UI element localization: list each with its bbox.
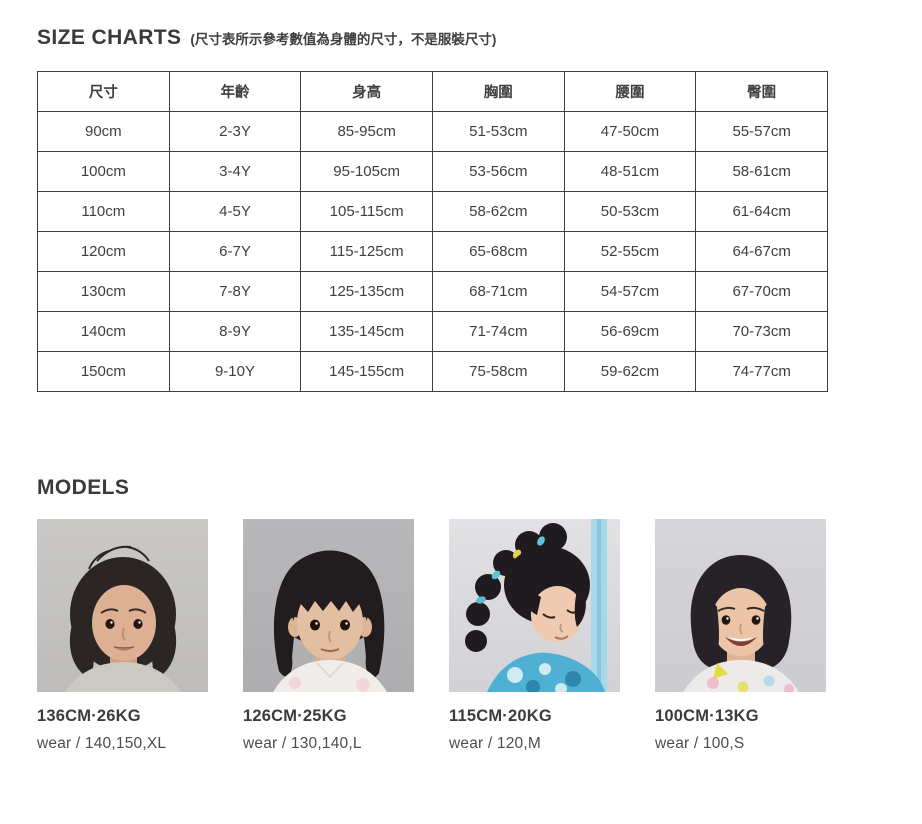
- table-cell: 48-51cm: [563, 151, 697, 192]
- table-row: 150cm 9-10Y 145-155cm 75-58cm 59-62cm 74-77cm: [37, 351, 828, 392]
- model-card-1: 136CM·26KG wear / 140,150,XL: [37, 519, 208, 753]
- table-cell: 56-69cm: [563, 311, 697, 352]
- table-cell: 4-5Y: [168, 191, 302, 232]
- table-cell: 120cm: [37, 231, 170, 272]
- model-spec: 100CM·13KG: [655, 707, 759, 725]
- table-cell: 53-56cm: [431, 151, 565, 192]
- model-spec: 136CM·26KG: [37, 707, 141, 725]
- table-cell: 6-7Y: [168, 231, 302, 272]
- table-cell: 95-105cm: [300, 151, 433, 192]
- table-cell: 9-10Y: [168, 351, 302, 392]
- table-cell: 55-57cm: [695, 111, 828, 152]
- model-photo-4: [655, 519, 826, 692]
- model-wear: wear / 130,140,L: [243, 735, 362, 752]
- table-row: 90cm 2-3Y 85-95cm 51-53cm 47-50cm 55-57cm: [37, 111, 828, 152]
- table-cell: 52-55cm: [563, 231, 697, 272]
- size-charts-subtitle: (尺寸表所示參考數值為身體的尺寸，不是服裝尺寸): [190, 32, 497, 47]
- table-row: 100cm 3-4Y 95-105cm 53-56cm 48-51cm 58-61cm: [37, 151, 828, 192]
- size-chart-table-body: 90cm 2-3Y 85-95cm 51-53cm 47-50cm 55-57cm 100c…: [37, 111, 828, 392]
- model-card-4: 100CM·13KG wear / 100,S: [655, 519, 826, 753]
- size-chart-table: 尺寸 年齡 身高 胸圍 腰圍 臀圍 90cm 2-3Y 85-95cm 51-53cm 47-50…: [37, 71, 828, 392]
- size-charts-header: SIZE CHARTS (尺寸表所示參考數值為身體的尺寸，不是服裝尺寸): [37, 26, 922, 50]
- size-charts-title: SIZE CHARTS: [37, 26, 182, 49]
- model-photo-2: [243, 519, 414, 692]
- table-cell: 75-58cm: [431, 351, 565, 392]
- table-cell: 64-67cm: [695, 231, 828, 272]
- size-chart-page: SIZE CHARTS (尺寸表所示參考數值為身體的尺寸，不是服裝尺寸) 尺寸年…: [37, 26, 922, 753]
- table-cell: 7-8Y: [168, 271, 302, 312]
- table-cell: 150cm: [37, 351, 170, 392]
- table-cell: 140cm: [37, 311, 170, 352]
- table-cell: 70-73cm: [695, 311, 828, 352]
- model-photo-1: [37, 519, 208, 692]
- models-title: MODELS: [37, 476, 130, 499]
- model-photo-3: [449, 519, 620, 692]
- header-row: 尺寸 年齡 身高 胸圍 腰圍 臀圍: [37, 71, 828, 112]
- table-cell: 50-53cm: [563, 191, 697, 232]
- table-cell: 105-115cm: [300, 191, 433, 232]
- table-cell: 145-155cm: [300, 351, 433, 392]
- table-row: 120cm 6-7Y 115-125cm 65-68cm 52-55cm 64-67cm: [37, 231, 828, 272]
- model-wear: wear / 120,M: [449, 735, 541, 752]
- table-row: 140cm 8-9Y 135-145cm 71-74cm 56-69cm 70-73cm: [37, 311, 828, 352]
- table-cell: 8-9Y: [168, 311, 302, 352]
- table-cell: 130cm: [37, 271, 170, 312]
- size-chart-table-head: 尺寸 年齡 身高 胸圍 腰圍 臀圍: [37, 71, 828, 112]
- table-cell: 65-68cm: [431, 231, 565, 272]
- table-cell: 110cm: [37, 191, 170, 232]
- table-cell: 135-145cm: [300, 311, 433, 352]
- model-spec: 126CM·25KG: [243, 707, 347, 725]
- table-cell: 51-53cm: [431, 111, 565, 152]
- column-header-0: 尺寸: [37, 71, 170, 112]
- column-header-4: 腰圍: [563, 71, 697, 112]
- column-header-1: 年齡: [168, 71, 302, 112]
- table-row: 110cm 4-5Y 105-115cm 58-62cm 50-53cm 61-64cm: [37, 191, 828, 232]
- model-grid: 136CM·26KG wear / 140,150,XL 126CM·25KG we…: [37, 519, 922, 753]
- table-cell: 58-62cm: [431, 191, 565, 232]
- model-card-2: 126CM·25KG wear / 130,140,L: [243, 519, 414, 753]
- model-card-3: 115CM·20KG wear / 120,M: [449, 519, 620, 753]
- table-cell: 54-57cm: [563, 271, 697, 312]
- table-cell: 74-77cm: [695, 351, 828, 392]
- table-cell: 2-3Y: [168, 111, 302, 152]
- table-cell: 3-4Y: [168, 151, 302, 192]
- table-cell: 100cm: [37, 151, 170, 192]
- table-cell: 58-61cm: [695, 151, 828, 192]
- table-row: 130cm 7-8Y 125-135cm 68-71cm 54-57cm 67-70cm: [37, 271, 828, 312]
- table-cell: 71-74cm: [431, 311, 565, 352]
- models-section: MODELS 136CM·26KG wear / 140,150,XL 126CM…: [37, 476, 922, 753]
- column-header-5: 臀圍: [695, 71, 828, 112]
- column-header-2: 身高: [300, 71, 433, 112]
- table-cell: 68-71cm: [431, 271, 565, 312]
- table-cell: 67-70cm: [695, 271, 828, 312]
- table-cell: 59-62cm: [563, 351, 697, 392]
- model-wear: wear / 140,150,XL: [37, 735, 167, 752]
- table-cell: 47-50cm: [563, 111, 697, 152]
- model-wear: wear / 100,S: [655, 735, 745, 752]
- model-spec: 115CM·20KG: [449, 707, 552, 725]
- table-cell: 85-95cm: [300, 111, 433, 152]
- column-header-3: 胸圍: [431, 71, 565, 112]
- table-cell: 90cm: [37, 111, 170, 152]
- table-cell: 125-135cm: [300, 271, 433, 312]
- table-cell: 115-125cm: [300, 231, 433, 272]
- table-cell: 61-64cm: [695, 191, 828, 232]
